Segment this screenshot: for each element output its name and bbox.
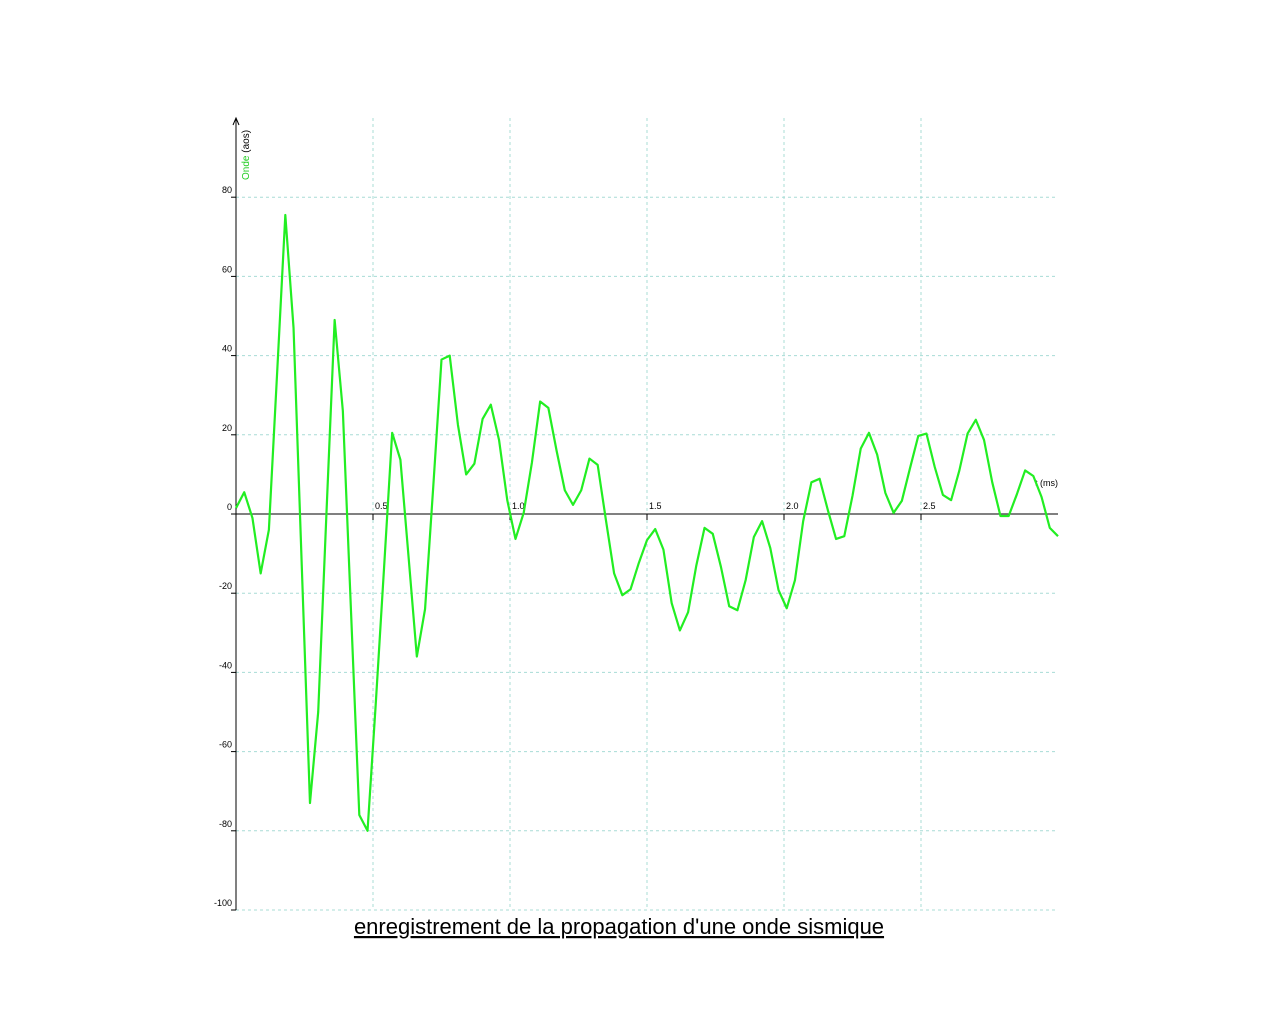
y-axis-unit: (aos) <box>241 130 252 153</box>
y-tick-label: 60 <box>222 264 232 274</box>
y-axis-arrow <box>232 116 240 126</box>
x-tick-label: 2.5 <box>923 501 936 511</box>
y-tick-label: -60 <box>219 740 232 750</box>
x-tick-label: 2.0 <box>786 501 799 511</box>
y-tick-label: -40 <box>219 660 232 670</box>
y-tick-label: 40 <box>222 344 232 354</box>
chart-title: enregistrement de la propagation d'une o… <box>354 914 884 939</box>
y-tick-label: -100 <box>214 898 232 908</box>
x-tick-label: 0.5 <box>375 501 388 511</box>
y-axis-name: Onde <box>241 155 252 180</box>
x-axis-label: t (ms) <box>1035 478 1058 488</box>
y-axis-label: Onde (aos) <box>241 130 252 180</box>
x-tick-label: 1.5 <box>649 501 662 511</box>
x-tick-label: 1.0 <box>512 501 525 511</box>
y-tick-label: 20 <box>222 423 232 433</box>
y-tick-label: -20 <box>219 581 232 591</box>
y-tick-label: 0 <box>227 502 232 512</box>
y-tick-label: -80 <box>219 819 232 829</box>
data-line <box>235 213 1059 832</box>
y-tick-label: 80 <box>222 185 232 195</box>
